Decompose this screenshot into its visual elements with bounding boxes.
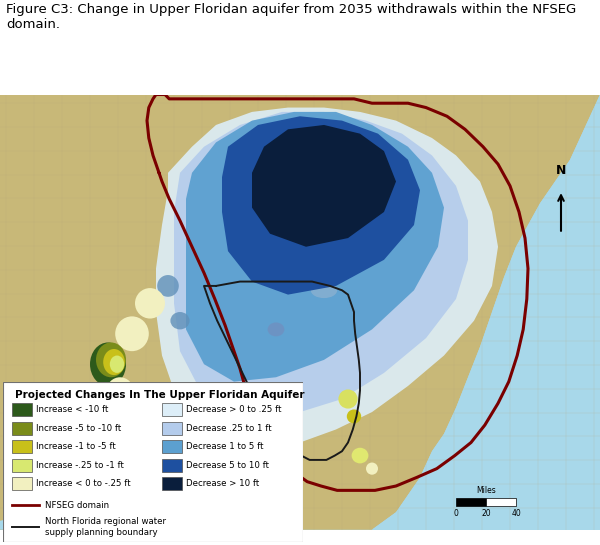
- Text: 0: 0: [454, 509, 458, 518]
- Text: Increase < 0 to -.25 ft: Increase < 0 to -.25 ft: [36, 479, 131, 488]
- Bar: [162, 403, 182, 416]
- Text: Miles: Miles: [476, 486, 496, 495]
- Polygon shape: [0, 94, 600, 530]
- Ellipse shape: [268, 323, 284, 336]
- Text: Projected Changes In The Upper Floridan Aquifer: Projected Changes In The Upper Floridan …: [15, 390, 305, 401]
- Ellipse shape: [311, 282, 337, 298]
- Polygon shape: [186, 112, 444, 382]
- Text: Decrease 5 to 10 ft: Decrease 5 to 10 ft: [186, 461, 269, 470]
- Bar: [162, 477, 182, 490]
- Text: NFSEG domain: NFSEG domain: [45, 501, 109, 510]
- Ellipse shape: [157, 275, 179, 297]
- Ellipse shape: [347, 409, 361, 423]
- Text: Increase -.25 to -1 ft: Increase -.25 to -1 ft: [36, 461, 124, 470]
- Bar: [12, 440, 32, 453]
- Text: Figure C3: Change in Upper Floridan aquifer from 2035 withdrawals within the NFS: Figure C3: Change in Upper Floridan aqui…: [6, 3, 576, 31]
- Ellipse shape: [103, 349, 125, 375]
- Text: Decrease > 0 to .25 ft: Decrease > 0 to .25 ft: [186, 405, 281, 414]
- Polygon shape: [222, 116, 420, 295]
- Text: 20: 20: [481, 509, 491, 518]
- Ellipse shape: [135, 288, 165, 318]
- Polygon shape: [372, 94, 600, 530]
- Ellipse shape: [338, 390, 358, 409]
- Ellipse shape: [107, 377, 133, 403]
- Polygon shape: [174, 112, 468, 416]
- Bar: [12, 403, 32, 416]
- Polygon shape: [0, 469, 240, 530]
- Ellipse shape: [103, 397, 125, 419]
- Text: Increase -5 to -10 ft: Increase -5 to -10 ft: [36, 423, 121, 433]
- Text: Increase -1 to -5 ft: Increase -1 to -5 ft: [36, 442, 116, 451]
- Ellipse shape: [96, 342, 126, 377]
- Polygon shape: [156, 107, 498, 447]
- Text: 40: 40: [511, 509, 521, 518]
- Text: Decrease > 10 ft: Decrease > 10 ft: [186, 479, 259, 488]
- Ellipse shape: [352, 448, 368, 463]
- Text: N: N: [556, 164, 566, 177]
- Ellipse shape: [110, 355, 124, 373]
- Text: Decrease 1 to 5 ft: Decrease 1 to 5 ft: [186, 442, 263, 451]
- Bar: [12, 459, 32, 471]
- Bar: [12, 422, 32, 434]
- Ellipse shape: [170, 312, 190, 329]
- Ellipse shape: [90, 342, 126, 386]
- Text: Increase < -10 ft: Increase < -10 ft: [36, 405, 109, 414]
- Text: North Florida regional water
supply planning boundary: North Florida regional water supply plan…: [45, 517, 166, 537]
- Bar: [162, 459, 182, 471]
- Ellipse shape: [366, 463, 378, 475]
- Polygon shape: [252, 125, 396, 247]
- Bar: [162, 422, 182, 434]
- Bar: [162, 440, 182, 453]
- Ellipse shape: [115, 316, 149, 351]
- Text: Decrease .25 to 1 ft: Decrease .25 to 1 ft: [186, 423, 272, 433]
- Polygon shape: [0, 94, 420, 530]
- Bar: [12, 477, 32, 490]
- Bar: [486, 498, 516, 506]
- Bar: [456, 498, 486, 506]
